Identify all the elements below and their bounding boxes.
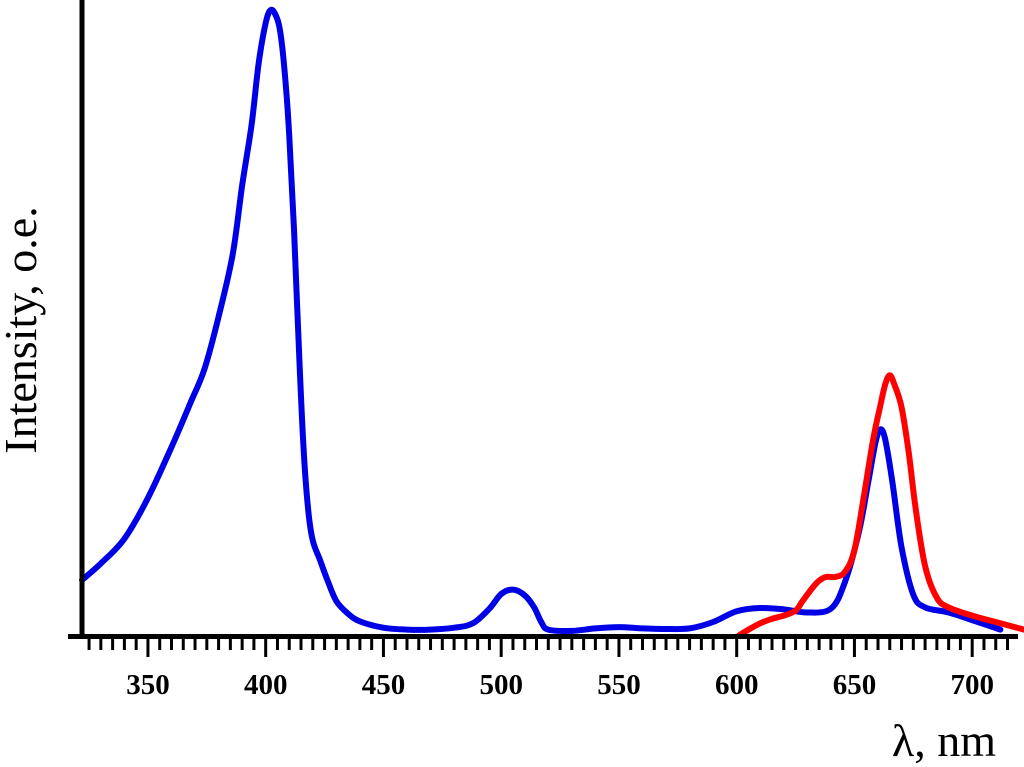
x-tick-label: 500 [479, 669, 523, 701]
y-axis-title: Intensity, o.e. [0, 206, 46, 453]
x-tick-label: 400 [244, 669, 288, 701]
x-tick-label: 450 [362, 669, 406, 701]
x-axis-title: λ, nm [892, 715, 996, 766]
x-tick-labels: 350 400 450 500 550 600 650 700 [126, 669, 994, 701]
x-tick-label: 350 [126, 669, 170, 701]
x-tick-label: 650 [833, 669, 877, 701]
x-tick-label: 600 [715, 669, 759, 701]
series-line-2 [736, 372, 1024, 639]
series-layer [79, 6, 1024, 639]
series-line-1 [79, 6, 1004, 634]
x-axis-ticks [87, 636, 1010, 657]
x-tick-label: 550 [597, 669, 641, 701]
x-tick-label: 700 [950, 669, 994, 701]
